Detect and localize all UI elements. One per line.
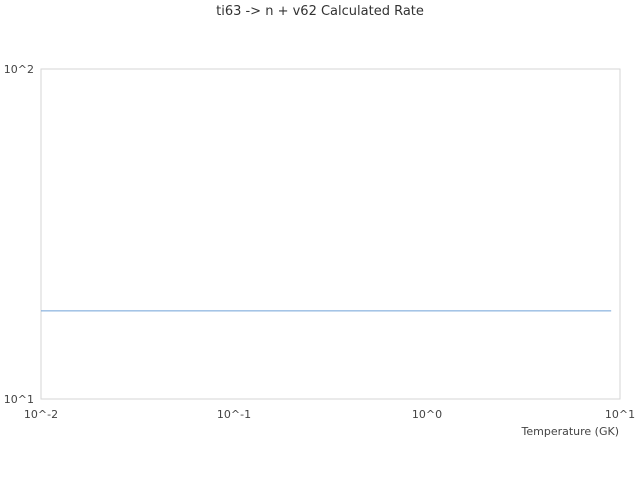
x-tick-label-1: 10^-1 xyxy=(217,408,251,421)
y-tick-label-top: 10^2 xyxy=(4,63,34,76)
y-tick-label-bottom: 10^1 xyxy=(4,393,34,406)
x-tick-label-3: 10^1 xyxy=(605,408,635,421)
x-tick-label-0: 10^-2 xyxy=(24,408,58,421)
x-tick-label-2: 10^0 xyxy=(412,408,442,421)
x-axis-label: Temperature (GK) xyxy=(521,425,620,438)
chart-title: ti63 -> n + v62 Calculated Rate xyxy=(216,4,424,19)
plot-area xyxy=(40,68,621,400)
